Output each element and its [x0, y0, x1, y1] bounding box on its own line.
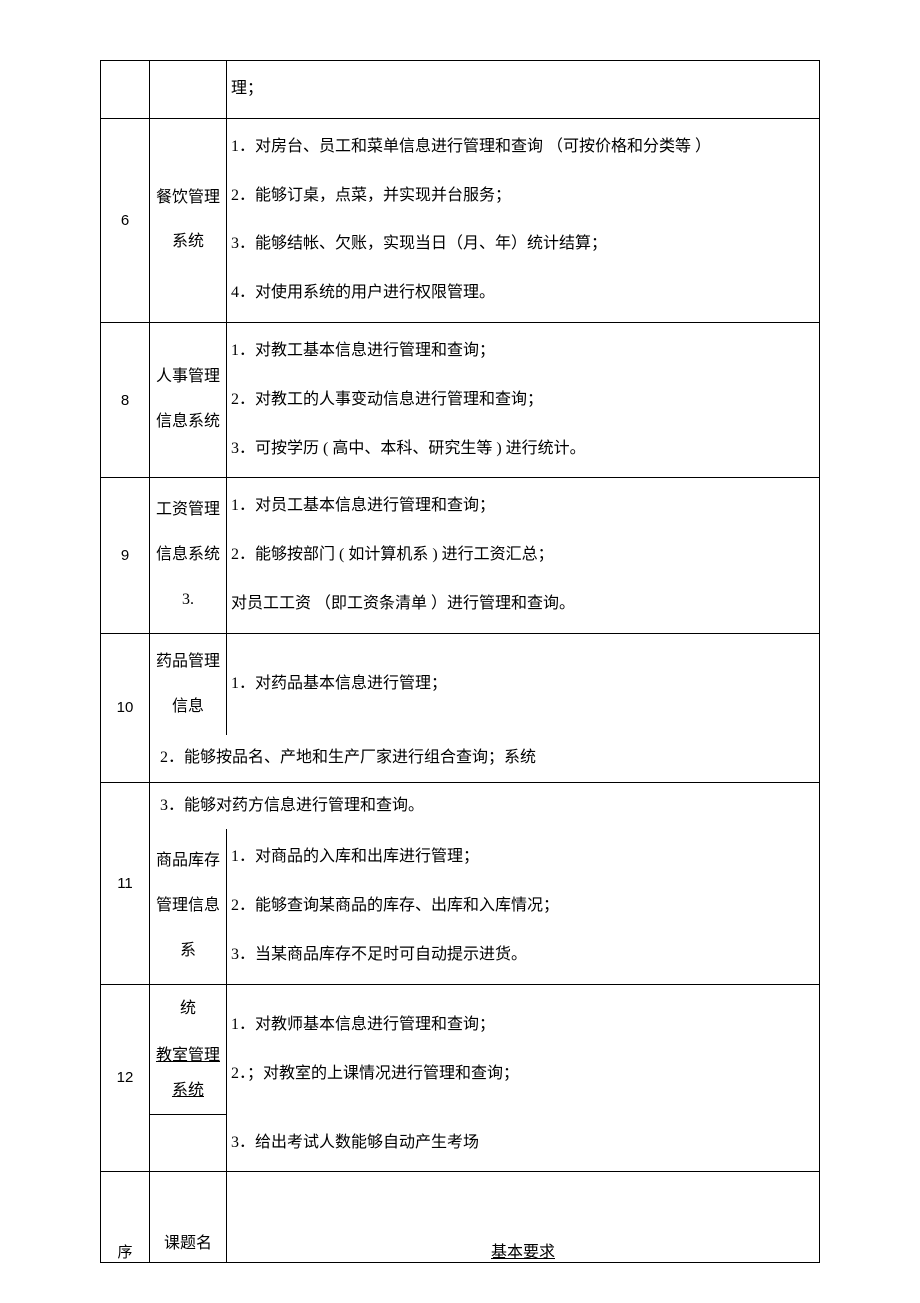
- desc-line: 1．对教工基本信息进行管理和查询；: [231, 327, 811, 376]
- table-row: 3．给出考试人数能够自动产生考场: [101, 1115, 820, 1172]
- desc-line: 1．对员工基本信息进行管理和查询；: [231, 482, 811, 531]
- topic-name-pre: 统: [150, 984, 227, 1032]
- row-number: 11: [101, 782, 150, 984]
- table-row: 2．能够按品名、产地和生产厂家进行组合查询；系统: [101, 735, 820, 782]
- header-req: 基本要求: [227, 1172, 820, 1263]
- topic-desc: 1．对商品的入库和出库进行管理； 2．能够查询某商品的库存、出库和入库情况； 3…: [227, 829, 820, 984]
- topic-name: 餐饮管理系统: [150, 118, 227, 322]
- topic-desc: 1．对教师基本信息进行管理和查询； 2．；对教室的上课情况进行管理和查询；: [227, 984, 820, 1115]
- topic-name: 教室管理系统: [150, 1032, 227, 1115]
- row-number: 9: [101, 478, 150, 633]
- overflow-line: 2．能够按品名、产地和生产厂家进行组合查询；系统: [150, 735, 820, 782]
- desc-line: 2．能够查询某商品的库存、出库和入库情况；: [231, 882, 811, 931]
- desc-line: 理；: [231, 65, 811, 114]
- topic-name-cont: [150, 1115, 227, 1172]
- row-number: 10: [101, 633, 150, 782]
- document-table: 理； 6 餐饮管理系统 1．对房台、员工和菜单信息进行管理和查询 （可按价格和分…: [100, 60, 820, 1263]
- desc-line: 2．能够订桌，点菜，并实现并台服务；: [231, 172, 811, 221]
- table-row: 商品库存管理信息系 1．对商品的入库和出库进行管理； 2．能够查询某商品的库存、…: [101, 829, 820, 984]
- table-row: 10 药品管理信息 1．对药品基本信息进行管理；: [101, 633, 820, 735]
- topic-desc: 理；: [227, 61, 820, 119]
- table-row: 8 人事管理信息系统 1．对教工基本信息进行管理和查询； 2．对教工的人事变动信…: [101, 322, 820, 477]
- desc-line: 1．对药品基本信息进行管理；: [231, 660, 811, 709]
- desc-line: 3．当某商品库存不足时可自动提示进货。: [231, 931, 811, 980]
- topic-desc: 1．对药品基本信息进行管理；: [227, 633, 820, 735]
- desc-line: 2．；对教室的上课情况进行管理和查询；: [231, 1050, 811, 1099]
- desc-line: 1．对教师基本信息进行管理和查询；: [231, 1001, 811, 1050]
- desc-line: 2．能够按部门 ( 如计算机系 ) 进行工资汇总；: [231, 531, 811, 580]
- desc-line: 3．能够结帐、欠账，实现当日（月、年）统计结算；: [231, 220, 811, 269]
- topic-name: 人事管理信息系统: [150, 322, 227, 477]
- topic-name: [150, 61, 227, 119]
- topic-desc: 1．对房台、员工和菜单信息进行管理和查询 （可按价格和分类等 ） 2．能够订桌，…: [227, 118, 820, 322]
- table-row: 6 餐饮管理系统 1．对房台、员工和菜单信息进行管理和查询 （可按价格和分类等 …: [101, 118, 820, 322]
- header-seq: 序: [101, 1172, 150, 1263]
- topic-name: 药品管理信息: [150, 633, 227, 735]
- desc-line: 2．对教工的人事变动信息进行管理和查询；: [231, 376, 811, 425]
- desc-line: 1．对房台、员工和菜单信息进行管理和查询 （可按价格和分类等 ）: [231, 123, 811, 172]
- row-number: 6: [101, 118, 150, 322]
- desc-line: 4．对使用系统的用户进行权限管理。: [231, 269, 811, 318]
- row-number: 8: [101, 322, 150, 477]
- topic-name: 工资管理信息系统3.: [150, 478, 227, 633]
- table-row: 理；: [101, 61, 820, 119]
- overflow-line: 3．能够对药方信息进行管理和查询。: [150, 782, 820, 829]
- topic-desc: 3．给出考试人数能够自动产生考场: [227, 1115, 820, 1172]
- table-row: 9 工资管理信息系统3. 1．对员工基本信息进行管理和查询； 2．能够按部门 (…: [101, 478, 820, 633]
- table-row: 11 3．能够对药方信息进行管理和查询。: [101, 782, 820, 829]
- row-number: [101, 61, 150, 119]
- table-header-row: 序 课题名 基本要求: [101, 1172, 820, 1263]
- topic-desc: 1．对教工基本信息进行管理和查询； 2．对教工的人事变动信息进行管理和查询； 3…: [227, 322, 820, 477]
- row-number: 12: [101, 984, 150, 1172]
- desc-line: 3．给出考试人数能够自动产生考场: [231, 1119, 811, 1168]
- desc-line: 对员工工资 （即工资条清单 ）进行管理和查询。: [231, 580, 811, 629]
- desc-line: 3．可按学历 ( 高中、本科、研究生等 ) 进行统计。: [231, 425, 811, 474]
- header-name: 课题名: [150, 1172, 227, 1263]
- table-row: 12 统 1．对教师基本信息进行管理和查询； 2．；对教室的上课情况进行管理和查…: [101, 984, 820, 1032]
- desc-line: 1．对商品的入库和出库进行管理；: [231, 833, 811, 882]
- topic-desc: 1．对员工基本信息进行管理和查询； 2．能够按部门 ( 如计算机系 ) 进行工资…: [227, 478, 820, 633]
- topic-name: 商品库存管理信息系: [150, 829, 227, 984]
